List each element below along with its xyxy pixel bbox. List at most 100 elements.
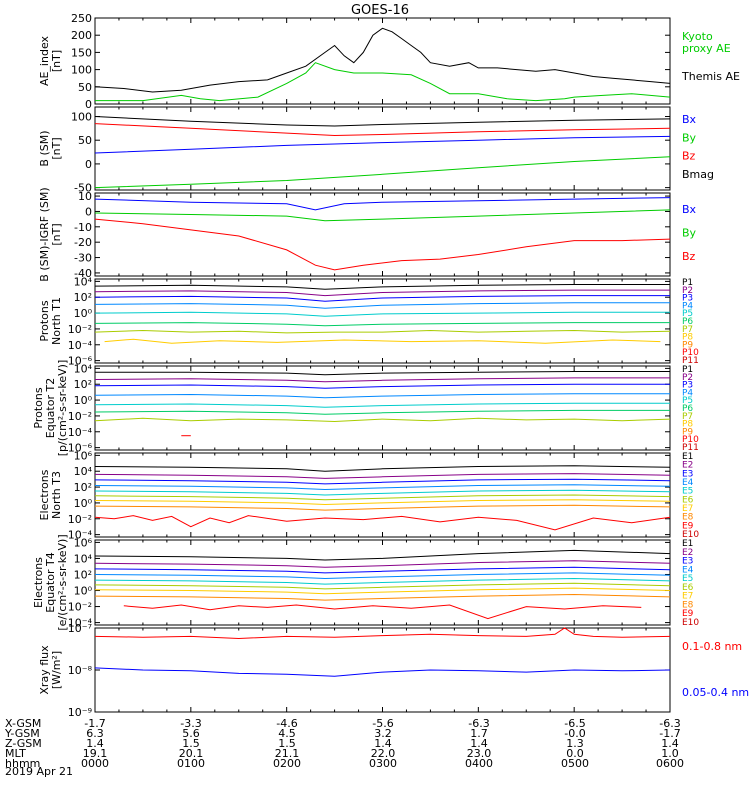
series-line (94, 135, 671, 154)
series-line (94, 667, 671, 677)
legend-item: P6 (682, 317, 693, 327)
y-tick-label: 0 (85, 205, 92, 218)
series-line (94, 123, 671, 137)
ephemeris-value: 21.1 (275, 747, 300, 760)
y-tick-label: 100 (71, 110, 92, 123)
y-tick-label: 10⁴ (74, 465, 93, 478)
series-line (94, 478, 671, 485)
legend-item: P11 (682, 356, 699, 366)
legend-item: P2 (682, 373, 693, 383)
series-line (94, 587, 671, 595)
ephemeris-value: 0500 (561, 757, 589, 770)
legend-item: E4 (682, 478, 694, 488)
y-axis-label: B (SM) (38, 130, 51, 166)
y-tick-label: 10⁻⁴ (68, 339, 93, 352)
y-tick-label: 10² (74, 378, 92, 391)
ephemeris-value: -6.5 (564, 717, 585, 730)
y-axis-label: [nT] (50, 223, 63, 245)
y-tick-label: 10⁻² (68, 601, 92, 614)
series-line (94, 311, 670, 317)
series-line (94, 197, 671, 211)
y-tick-label: 10 (78, 190, 92, 203)
y-tick-label: 100 (71, 64, 92, 77)
y-tick-label: 10⁻⁹ (68, 706, 92, 719)
y-axis-label: Xray flux (38, 645, 51, 695)
panel-5: 10⁻⁶ 10⁻⁴ 10⁻² 10⁰ 10² 10⁴ Protons Equator T2 [p… (32, 360, 699, 457)
ephemeris-value: -5.6 (372, 717, 393, 730)
y-tick-label: 10⁴ (74, 552, 93, 565)
series-line (94, 484, 671, 491)
y-tick-label: 50 (78, 81, 92, 94)
ephemeris-value: 23.0 (467, 747, 492, 760)
series-line (94, 209, 671, 222)
y-tick-label: -20 (74, 236, 92, 249)
legend-item: E6 (682, 495, 694, 505)
y-axis-label: AE_index (38, 35, 51, 86)
y-tick-label: 10² (74, 291, 92, 304)
legend-item: E3 (682, 557, 693, 567)
series-line (94, 566, 671, 574)
ephemeris-value: -1.7 (84, 717, 105, 730)
legend-item: Bx (682, 113, 697, 126)
ephemeris-value: 1.4 (470, 737, 488, 750)
series-line (94, 409, 670, 415)
y-tick-label: 0 (85, 98, 92, 111)
legend-item: E2 (682, 548, 693, 558)
ephemeris-value: 0300 (369, 757, 397, 770)
y-tick-label: -50 (74, 182, 92, 195)
ephemeris-value: 4.5 (278, 727, 296, 740)
legend-item: E10 (682, 618, 699, 628)
ephemeris-value: 3.2 (374, 727, 392, 740)
series-line (94, 473, 671, 479)
ephemeris-value: 0.0 (566, 747, 584, 760)
series-line (94, 582, 671, 590)
y-tick-label: -30 (74, 252, 92, 265)
ephemeris-value: 19.1 (83, 747, 108, 760)
panel-frame (94, 17, 671, 105)
series-line (94, 627, 671, 640)
ephemeris-value: 1.5 (182, 737, 200, 750)
panel-4: 10⁻⁶ 10⁻⁴ 10⁻² 10⁰ 10² 10⁴ Protons North T1 P1P2… (38, 275, 699, 367)
panel-frame (94, 106, 671, 191)
y-axis-label: Electrons (32, 557, 45, 608)
legend-item: E9 (682, 521, 694, 531)
series-line (94, 417, 671, 423)
date-label: 2019 Apr 21 (5, 765, 73, 778)
ephemeris-row-label: MLT (5, 747, 26, 760)
legend-item: P4 (682, 388, 693, 398)
y-tick-label: 10⁻⁶ (68, 355, 93, 368)
series-line (123, 604, 642, 620)
ephemeris-value: -6.3 (659, 717, 680, 730)
y-tick-label: 150 (71, 46, 92, 59)
legend-item: P1 (682, 278, 693, 288)
panel-frame (94, 278, 671, 364)
series-line (94, 377, 670, 383)
y-tick-label: 10² (74, 481, 92, 494)
y-tick-label: 10⁴ (74, 362, 93, 375)
y-tick-label: 10⁻⁷ (68, 622, 92, 635)
y-tick-label: 10⁶ (74, 449, 93, 462)
legend-item: E8 (682, 513, 694, 523)
series-line (94, 393, 670, 399)
y-tick-label: 50 (78, 134, 92, 147)
series-line (94, 515, 671, 531)
legend-item: P11 (682, 443, 699, 453)
series-line (94, 322, 670, 327)
legend-item: E1 (682, 452, 693, 462)
ephemeris-value: 0600 (656, 757, 684, 770)
ephemeris-value: 0400 (465, 757, 493, 770)
legend-item: P10 (682, 348, 699, 358)
ephemeris-value: -3.3 (180, 717, 201, 730)
y-tick-label: -10 (74, 221, 92, 234)
ephemeris-value: 0000 (81, 757, 109, 770)
legend-item: Kyoto (682, 30, 713, 43)
y-tick-label: 10² (74, 568, 92, 581)
ephemeris-value: 5.6 (182, 727, 200, 740)
panel-frame (94, 192, 671, 277)
ephemeris-value: 0200 (273, 757, 301, 770)
series-line (94, 489, 671, 496)
ephemeris-value: -1.7 (659, 727, 680, 740)
legend-item: E7 (682, 504, 693, 514)
series-line (94, 504, 671, 511)
